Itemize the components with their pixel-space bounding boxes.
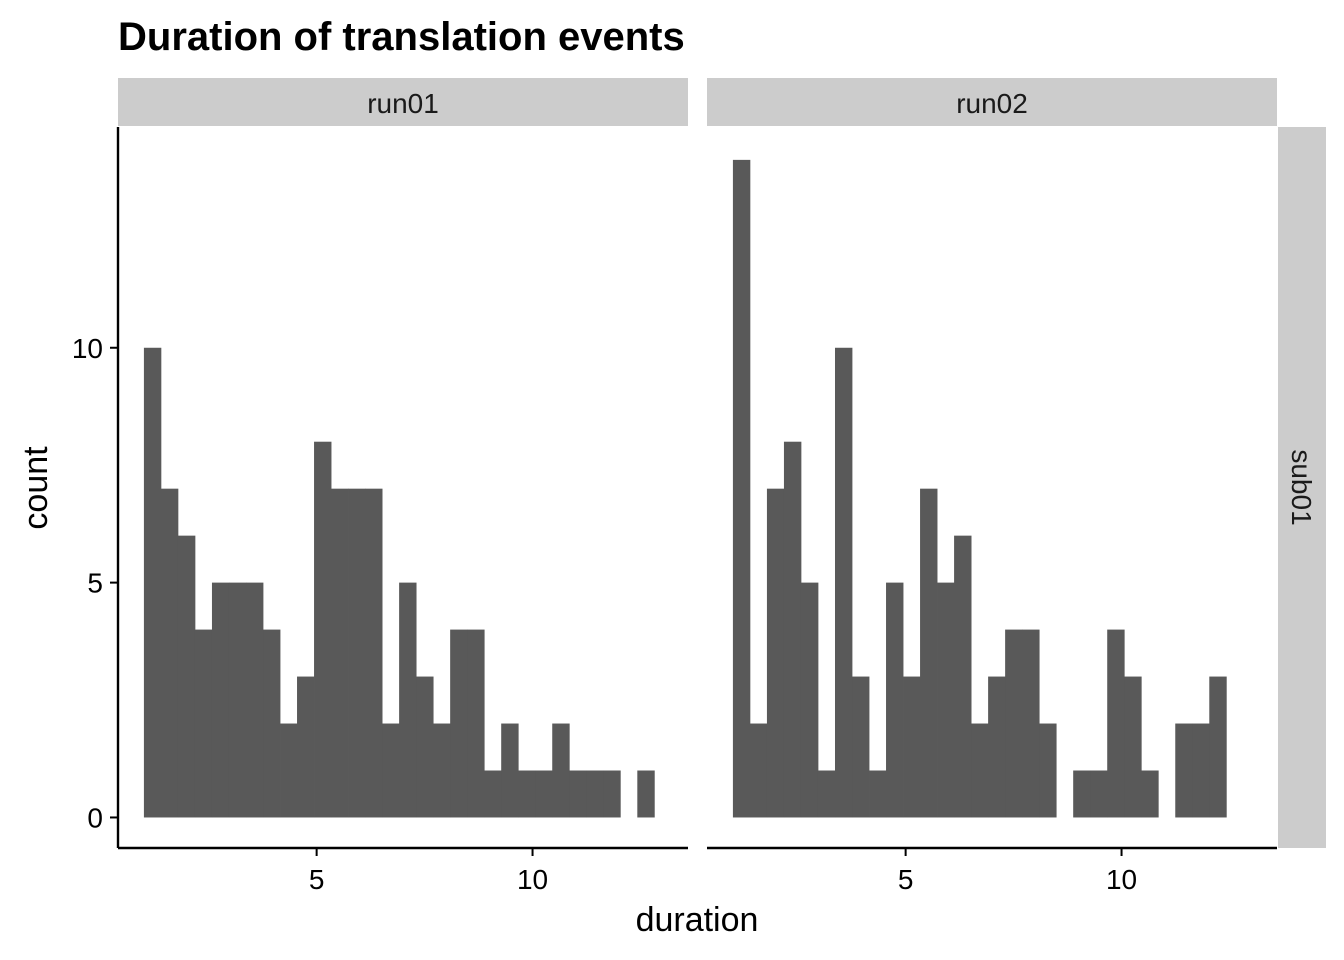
bar-run01-1 [160,488,179,818]
bar-run01-19 [467,629,485,818]
y-tick-label-5: 5 [87,568,103,599]
bar-run01-15 [399,582,417,818]
row-facet-label: sub01 [1286,449,1317,525]
x-tick-label-run02-10: 10 [1106,864,1137,895]
bar-run02-7 [852,676,870,818]
facet-label-run02: run02 [956,88,1028,119]
bar-run02-18 [1039,723,1057,818]
bar-run02-25 [1192,723,1210,818]
bar-run02-5 [817,770,836,818]
bar-run02-3 [783,441,802,818]
bar-run01-22 [518,770,536,818]
bar-run02-17 [1022,629,1040,818]
y-axis-title: count [17,446,55,530]
bar-run01-2 [177,535,196,818]
bar-run02-14 [971,723,989,818]
bar-run01-6 [245,582,264,818]
bar-run02-24 [1175,723,1193,818]
bar-run02-21 [1107,629,1125,818]
bar-run02-8 [869,770,887,818]
bar-run01-12 [348,488,366,818]
bar-run01-28 [637,770,655,818]
bar-run02-26 [1209,676,1227,818]
bar-run01-21 [501,723,519,818]
bar-run01-17 [433,723,451,818]
bar-run01-0 [143,347,162,818]
x-axis-title: duration [636,901,759,939]
bar-run02-19 [1073,770,1091,818]
bar-run01-18 [450,629,468,818]
chart-title: Duration of translation events [118,15,685,59]
bar-run01-11 [331,488,349,818]
bar-run01-9 [297,676,315,818]
bar-run02-2 [766,488,785,818]
bar-run02-12 [937,582,955,818]
bar-run01-27 [603,770,621,818]
facet-strip-run02 [707,78,1277,126]
x-tick-label-run01-5: 5 [309,864,325,895]
x-tick-label-run02-5: 5 [898,864,914,895]
y-tick-label-0: 0 [87,802,103,833]
bar-run02-11 [920,488,938,818]
bar-run01-20 [484,770,502,818]
bar-run01-25 [569,770,587,818]
bar-run01-13 [365,488,383,818]
bar-run02-22 [1124,676,1142,818]
bar-run02-20 [1090,770,1108,818]
y-tick-label-10: 10 [72,333,103,364]
bar-run01-10 [314,441,332,818]
bar-run02-1 [749,723,768,818]
bar-run01-23 [535,770,553,818]
bar-run02-10 [903,676,921,818]
bar-run02-13 [954,535,972,818]
x-tick-label-run01-10: 10 [517,864,548,895]
row-facet-strip [1278,127,1326,848]
bar-run01-7 [263,629,281,818]
bar-run02-4 [800,582,819,818]
bar-run02-15 [988,676,1006,818]
bar-run02-6 [834,347,853,818]
bar-run01-26 [586,770,604,818]
bar-run02-16 [1005,629,1023,818]
facet-label-run01: run01 [367,88,439,119]
bar-run01-24 [552,723,570,818]
facet-panels: run01 5 10 0 5 10 run02 5 10 sub01 [72,78,1326,895]
facet-strip-run01 [118,78,688,126]
bar-run02-9 [886,582,904,818]
bar-run01-5 [228,582,247,818]
bar-run01-16 [416,676,434,818]
bar-run02-23 [1141,770,1159,818]
bar-run01-3 [194,629,213,818]
bar-run01-14 [382,723,400,818]
bar-run01-8 [280,723,298,818]
bar-run01-4 [211,582,230,818]
bar-run02-0 [732,159,751,818]
